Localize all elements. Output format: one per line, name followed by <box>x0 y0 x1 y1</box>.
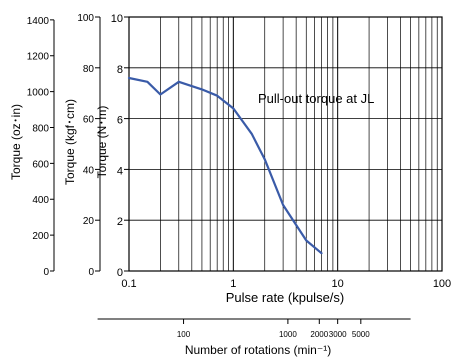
nm-tick-label: 4 <box>117 165 123 177</box>
kgfcm-tick-label: 60 <box>83 115 95 126</box>
nm-tick-label: 8 <box>117 64 123 76</box>
data-point <box>146 81 148 83</box>
rotations-tick-label: 3000 <box>329 330 347 339</box>
series-points <box>128 77 323 254</box>
x-tick-label: 1 <box>230 278 236 290</box>
ozin-tick-label: 1000 <box>27 88 50 99</box>
plot-frame <box>128 16 443 272</box>
ozin-tick-label: 0 <box>43 267 49 278</box>
kgfcm-axis: 0 20 40 60 80 100 <box>77 13 101 278</box>
ozin-axis-title: Torque (oz･in) <box>9 104 23 180</box>
data-point <box>178 81 180 83</box>
kgfcm-tick-label: 40 <box>83 165 95 176</box>
nm-tick-label: 2 <box>117 216 123 228</box>
pulse-rate-axis: 0.1 1 10 100 <box>121 278 451 290</box>
data-point <box>251 133 253 135</box>
data-point <box>264 158 266 160</box>
nm-tick-label: 10 <box>111 13 123 25</box>
rotations-tick-label: 100 <box>177 330 191 339</box>
plot-grid <box>129 17 442 271</box>
kgfcm-tick-label: 80 <box>83 64 95 75</box>
annotation-label: Pull-out torque at JL <box>258 91 374 106</box>
kgfcm-tick-label: 100 <box>77 13 94 24</box>
rotations-axis: 100 1000 2000 3000 5000 <box>97 318 411 339</box>
data-point <box>232 107 234 110</box>
nm-axis-title: Torque (N･m) <box>95 106 109 179</box>
nm-tick-label: 6 <box>117 115 123 127</box>
data-point <box>159 93 162 96</box>
data-point <box>201 88 203 90</box>
rotations-tick-label: 2000 <box>310 330 328 339</box>
ozin-tick-label: 1400 <box>27 16 50 27</box>
ozin-tick-label: 600 <box>32 159 49 170</box>
kgfcm-tick-label: 20 <box>83 216 95 227</box>
rotations-axis-title: Number of rotations (min⁻¹) <box>185 343 331 357</box>
nm-tick-label: 0 <box>117 267 123 279</box>
ozin-tick-label: 800 <box>32 123 49 134</box>
data-point <box>305 239 307 242</box>
data-point <box>128 77 130 79</box>
rotations-tick-label: 5000 <box>352 330 370 339</box>
pull-out-torque-line <box>127 76 323 255</box>
kgfcm-tick-label: 0 <box>88 267 94 278</box>
kgfcm-axis-title: Torque (kgf･cm) <box>63 99 77 185</box>
ozin-tick-label: 400 <box>32 195 49 206</box>
data-point <box>282 204 284 206</box>
x-axis-title: Pulse rate (kpulse/s) <box>226 290 345 305</box>
data-point <box>216 95 218 97</box>
ozin-axis: 0 200 400 600 800 1000 1200 1400 <box>27 16 55 278</box>
x-tick-label: 100 <box>433 278 451 290</box>
nm-axis: 0 2 4 6 8 10 <box>111 13 129 279</box>
data-point <box>320 252 323 254</box>
x-tick-label: 0.1 <box>121 278 136 290</box>
ozin-tick-label: 1200 <box>27 52 50 63</box>
x-tick-label: 10 <box>332 278 344 290</box>
rotations-tick-label: 1000 <box>279 330 297 339</box>
ozin-tick-label: 200 <box>32 231 49 242</box>
